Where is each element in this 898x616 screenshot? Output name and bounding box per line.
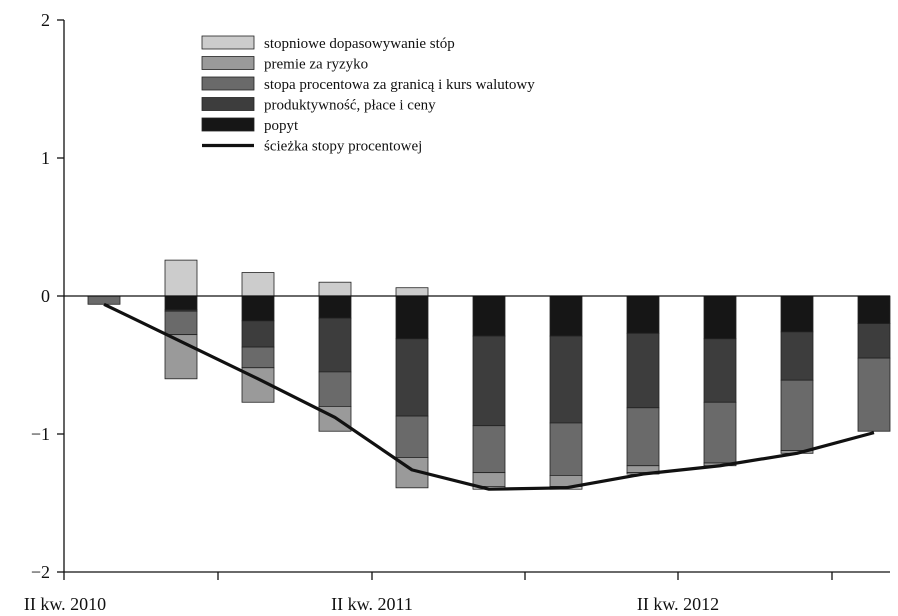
y-tick-label: 1	[41, 148, 50, 168]
bar-segment-stopa_zagranica	[395, 415, 429, 458]
bar-segment-produktywnosc	[857, 323, 891, 359]
bar-segment-popyt	[780, 295, 814, 333]
x-ticks-group: II kw. 2010 II kw. 2011 II kw. 2012	[24, 572, 833, 614]
legend: stopniowe dopasowywanie stóp premie za ry…	[201, 35, 535, 155]
bar-segment-popyt	[703, 295, 737, 340]
legend-label-sciezka: ścieżka stopy procentowej	[264, 139, 422, 155]
bar-segment-dopasowywanie	[164, 259, 198, 297]
bar-segment-produktywnosc	[780, 331, 814, 381]
bar-segment-stopa_zagranica	[780, 379, 814, 451]
bar-segment-dopasowywanie	[318, 281, 352, 297]
x-tick-label: II kw. 2010	[24, 594, 106, 614]
bar-segment-stopa_zagranica	[87, 295, 121, 305]
bar-segment-stopa_zagranica	[549, 422, 583, 476]
legend-label-produktywnosc: produktywność, płace i ceny	[264, 98, 436, 114]
bar-segment-produktywnosc	[472, 335, 506, 427]
bar-segment-stopa_zagranica	[626, 407, 660, 467]
legend-label-popyt: popyt	[264, 118, 299, 134]
bar-segment-stopa_zagranica	[164, 310, 198, 336]
legend-label-stopa_zagranica: stopa procentowa za granicą i kurs walut…	[264, 77, 535, 93]
legend-label-dopasowywanie: stopniowe dopasowywanie stóp	[264, 36, 455, 52]
bar-segment-popyt	[857, 295, 891, 325]
bar-segment-produktywnosc	[549, 335, 583, 424]
bar-segment-premie	[472, 472, 506, 487]
legend-label-premie: premie za ryzyko	[264, 57, 368, 73]
bar-segment-popyt	[318, 295, 352, 319]
bar-segment-produktywnosc	[626, 332, 660, 409]
bar-segment-stopa_zagranica	[857, 357, 891, 432]
legend-swatch-popyt	[201, 117, 255, 132]
bars-group	[87, 259, 891, 490]
y-tick-label: 2	[41, 10, 50, 30]
bar-segment-produktywnosc	[241, 320, 275, 348]
bar-segment-stopa_zagranica	[318, 371, 352, 407]
legend-swatch-stopa_zagranica	[201, 76, 255, 91]
bar-segment-produktywnosc	[395, 338, 429, 417]
bar-segment-popyt	[472, 295, 506, 337]
bar-segment-dopasowywanie	[241, 272, 275, 297]
x-tick-label: II kw. 2011	[331, 594, 413, 614]
bar-segment-produktywnosc	[703, 338, 737, 403]
bar-segment-dopasowywanie	[395, 287, 429, 297]
bar-segment-stopa_zagranica	[703, 401, 737, 464]
y-tick-label: −2	[31, 562, 50, 582]
x-tick-label: II kw. 2012	[637, 594, 719, 614]
line-sciezka	[103, 302, 875, 491]
bar-segment-popyt	[241, 295, 275, 322]
bar-segment-premie	[164, 334, 198, 380]
bar-segment-popyt	[626, 295, 660, 334]
y-tick-label: 0	[41, 286, 50, 306]
legend-swatch-dopasowywanie	[201, 35, 255, 50]
line-layer	[103, 302, 875, 491]
y-tick-label: −1	[31, 424, 50, 444]
bar-segment-produktywnosc	[318, 317, 352, 373]
bar-segment-popyt	[549, 295, 583, 337]
bar-segment-stopa_zagranica	[241, 346, 275, 369]
y-ticks-group: 2 1 0 −1 −2	[31, 10, 64, 582]
bar-segment-popyt	[164, 295, 198, 311]
legend-swatch-produktywnosc	[201, 97, 255, 111]
bar-segment-popyt	[395, 295, 429, 340]
bar-segment-stopa_zagranica	[472, 425, 506, 474]
legend-swatch-premie	[201, 56, 255, 70]
